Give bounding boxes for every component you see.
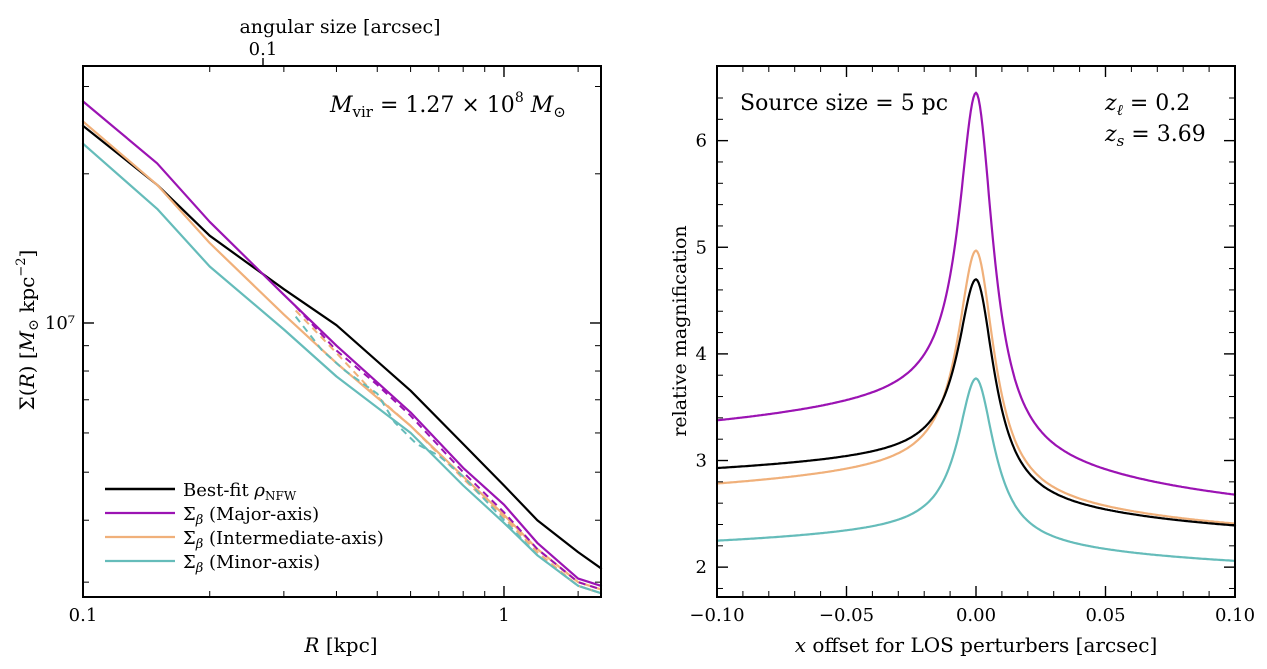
right-y-tick-label: 3 (696, 451, 707, 472)
right-x-tick-label: −0.10 (689, 605, 744, 626)
magnification-panel: −0.10 −0.05 0.00 0.05 0.10 2 3 4 5 6 x offset for… (669, 65, 1255, 657)
left-y-axis-label: Σ(R) [M⊙ kpc−2] (14, 250, 42, 411)
left-series-0 (81, 124, 603, 570)
right-series-2 (715, 278, 1237, 527)
left-x-axis-label: R [kpc] (303, 633, 377, 657)
right-series-1 (715, 249, 1237, 525)
left-plot-frame (82, 65, 602, 598)
left-top-axis-label: angular size [arcsec] (239, 16, 440, 38)
left-series-dashed-6 (294, 315, 602, 595)
left-y-tick-label: 10⁷ (45, 313, 75, 334)
left-x-tick-label: 0.1 (69, 605, 98, 626)
left-series-2 (81, 120, 603, 591)
legend-label-minor: Σβ (Minor-axis) (183, 552, 320, 576)
right-y-tick-label: 5 (696, 237, 707, 258)
right-x-tick-label: 0.00 (956, 605, 996, 626)
left-series-group (81, 100, 603, 595)
right-y-tick-label: 2 (696, 557, 707, 578)
legend-label-nfw: Best-fit ρNFW (183, 480, 297, 503)
right-annotation-zs: zs = 3.69 (1104, 122, 1206, 150)
surface-density-panel: 0.1 1 10⁷ angular size [arcsec] 0.1 R [kpc… (14, 16, 603, 657)
left-top-tick-label: 0.1 (249, 39, 278, 60)
left-x-tick-label: 1 (498, 605, 509, 626)
right-x-tick-label: −0.05 (819, 605, 874, 626)
right-y-tick-label: 4 (696, 344, 707, 365)
right-y-axis-label: relative magnification (669, 225, 691, 436)
left-series-3 (81, 142, 603, 595)
right-annotation-zl: zℓ = 0.2 (1104, 91, 1190, 119)
right-x-tick-label: 0.10 (1215, 605, 1255, 626)
left-series-dashed-4 (294, 305, 602, 591)
legend-label-major: Σβ (Major-axis) (183, 504, 319, 528)
legend-label-intermediate: Σβ (Intermediate-axis) (183, 528, 384, 552)
right-series-0 (715, 91, 1237, 496)
right-plot-frame (716, 65, 1236, 598)
left-annotation-mvir: Mvir = 1.27 × 108 M⊙ (329, 90, 566, 121)
right-annotation-source-size: Source size = 5 pc (740, 91, 948, 116)
right-x-tick-label: 0.05 (1085, 605, 1125, 626)
right-series-group (715, 91, 1237, 562)
right-x-axis-label: x offset for LOS perturbers [arcsec] (795, 633, 1158, 657)
left-series-1 (81, 100, 603, 587)
right-ticks-group: −0.10 −0.05 0.00 0.05 0.10 2 3 4 5 6 (689, 66, 1255, 626)
right-series-3 (715, 377, 1237, 562)
right-y-tick-label: 6 (696, 131, 707, 152)
left-legend: Best-fit ρNFW Σβ (Major-axis) Σβ (Interm… (105, 480, 384, 576)
